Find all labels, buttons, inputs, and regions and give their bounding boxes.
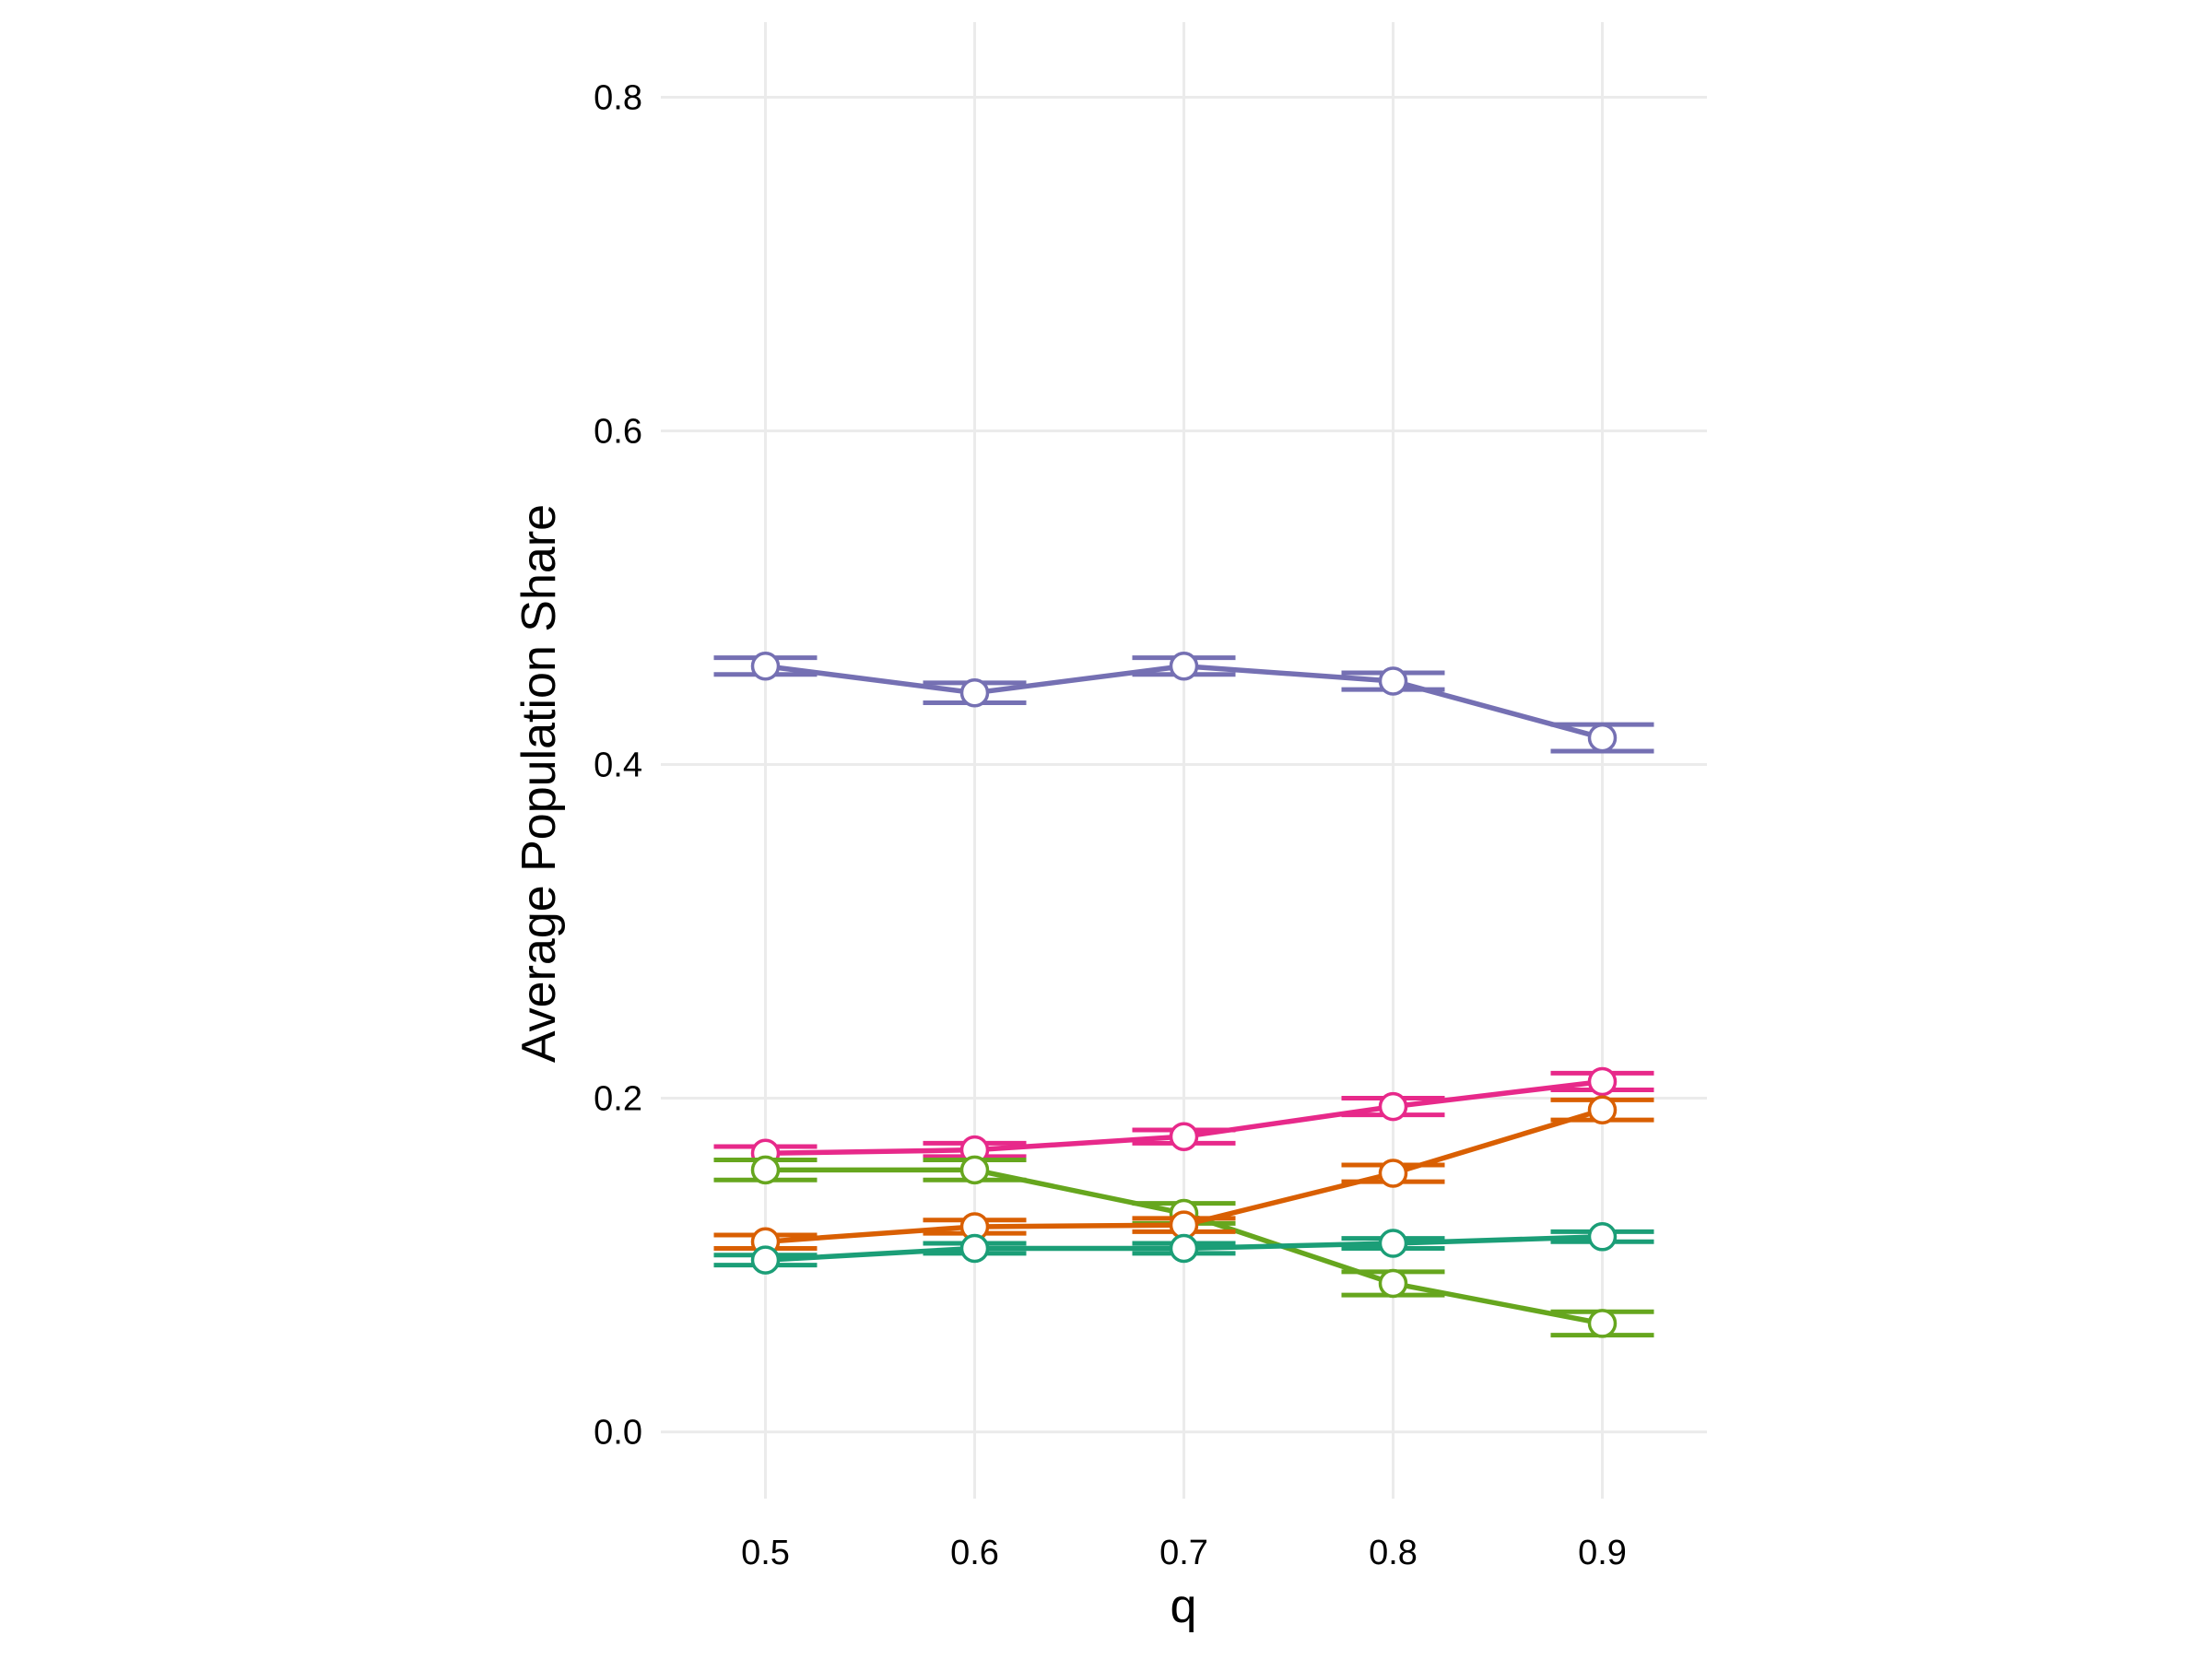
series-4 bbox=[713, 1095, 1654, 1256]
data-point bbox=[1587, 1095, 1618, 1124]
x-axis-title: q bbox=[1171, 1580, 1197, 1633]
x-tick-label: 0.7 bbox=[1159, 1534, 1208, 1572]
data-point bbox=[1378, 666, 1408, 696]
data-point bbox=[1169, 1122, 1199, 1151]
data-point bbox=[1587, 1309, 1618, 1338]
x-tick-label: 0.9 bbox=[1578, 1534, 1627, 1572]
series-5 bbox=[713, 1222, 1654, 1275]
series-layer bbox=[713, 651, 1654, 1338]
data-point bbox=[959, 1155, 990, 1185]
data-point bbox=[1169, 651, 1199, 681]
data-point bbox=[1378, 1091, 1408, 1122]
x-tick-label: 0.5 bbox=[741, 1534, 790, 1572]
data-point bbox=[750, 1245, 781, 1275]
x-tick-label: 0.6 bbox=[950, 1534, 999, 1572]
data-point bbox=[1378, 1159, 1408, 1188]
y-tick-label: 0.8 bbox=[594, 78, 642, 117]
y-tick-label: 0.0 bbox=[594, 1414, 642, 1453]
data-point bbox=[750, 651, 781, 681]
data-point bbox=[1587, 1222, 1618, 1252]
data-point bbox=[750, 1155, 781, 1185]
data-point bbox=[1587, 1066, 1618, 1097]
data-point bbox=[1587, 723, 1618, 753]
series-2 bbox=[713, 1066, 1654, 1169]
y-tick-label: 0.6 bbox=[594, 412, 642, 451]
y-tick-label: 0.4 bbox=[594, 747, 642, 785]
y-tick-label: 0.2 bbox=[594, 1080, 642, 1119]
tick-labels: 0.5 0.6 0.7 0.8 0.9 0.0 0.2 0.4 0.6 0.8 bbox=[594, 78, 1627, 1572]
x-tick-label: 0.8 bbox=[1369, 1534, 1418, 1572]
data-point bbox=[959, 1233, 990, 1264]
data-point bbox=[959, 677, 990, 708]
gridlines bbox=[661, 22, 1707, 1499]
data-point bbox=[1169, 1233, 1199, 1264]
data-point bbox=[1378, 1229, 1408, 1258]
y-axis-title: Average Population Share bbox=[512, 504, 566, 1063]
series-1 bbox=[713, 651, 1654, 754]
data-point bbox=[1378, 1268, 1408, 1299]
